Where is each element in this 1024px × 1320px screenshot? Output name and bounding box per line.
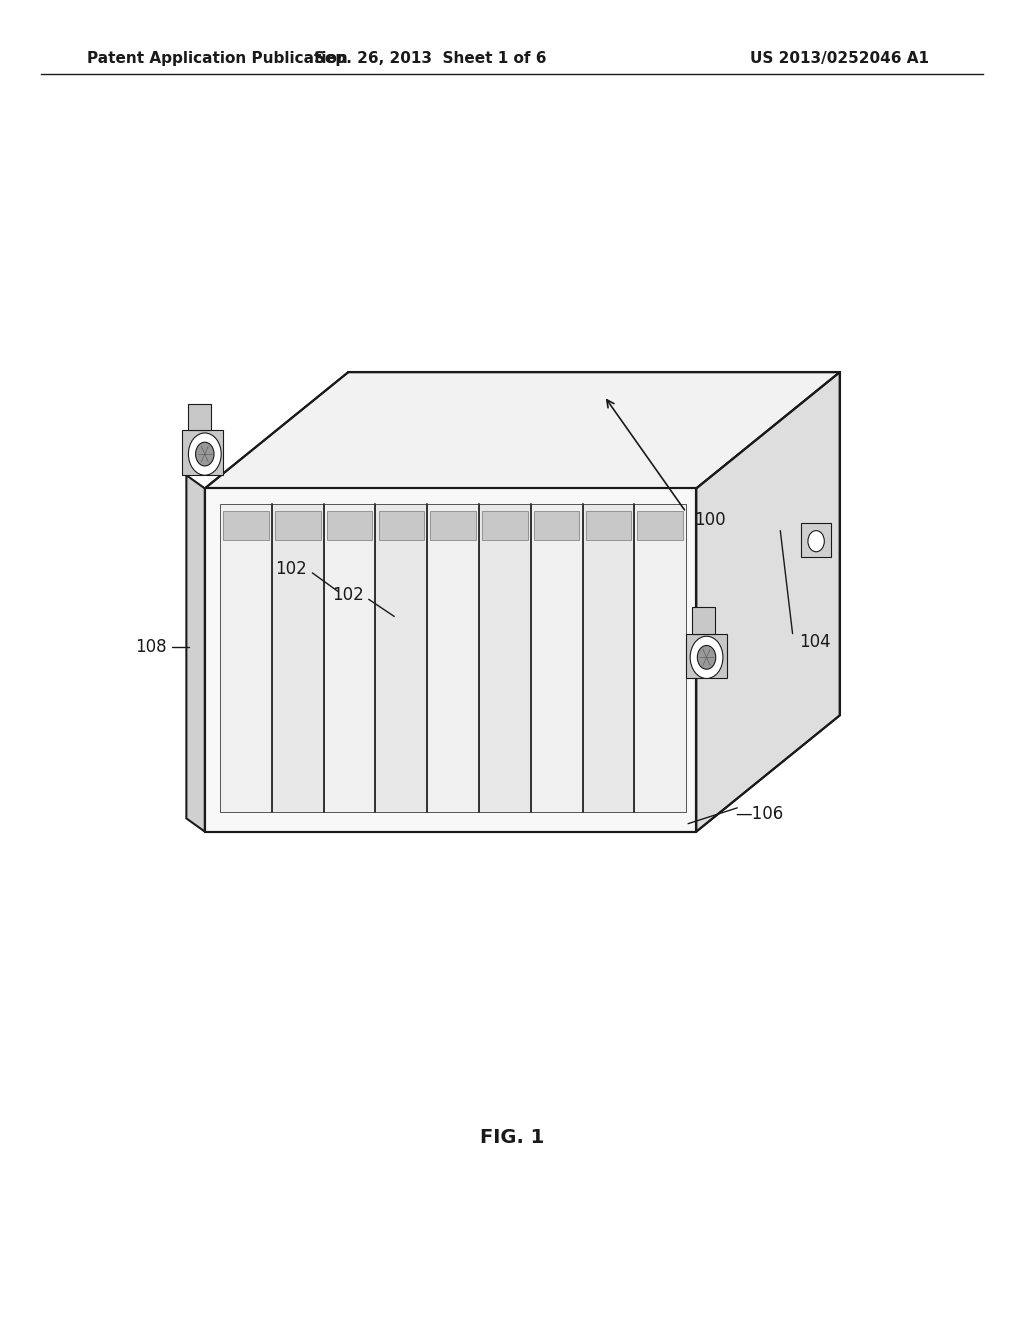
Text: Patent Application Publication: Patent Application Publication: [87, 50, 348, 66]
Polygon shape: [586, 511, 631, 540]
Polygon shape: [634, 504, 686, 812]
Text: 104: 104: [799, 632, 830, 651]
Polygon shape: [696, 372, 840, 832]
Text: 108: 108: [135, 638, 167, 656]
Polygon shape: [188, 404, 211, 430]
Polygon shape: [534, 511, 580, 540]
Text: 100: 100: [694, 511, 726, 529]
Polygon shape: [379, 511, 424, 540]
Text: 102: 102: [332, 586, 364, 605]
Polygon shape: [686, 634, 727, 678]
Circle shape: [808, 531, 824, 552]
Text: Sep. 26, 2013  Sheet 1 of 6: Sep. 26, 2013 Sheet 1 of 6: [313, 50, 547, 66]
Polygon shape: [801, 523, 831, 557]
Polygon shape: [205, 372, 840, 488]
Polygon shape: [692, 607, 715, 634]
Polygon shape: [376, 504, 427, 812]
Circle shape: [196, 442, 214, 466]
Text: 102: 102: [275, 560, 307, 578]
Circle shape: [188, 433, 221, 475]
Polygon shape: [223, 511, 269, 540]
Text: —106: —106: [735, 805, 783, 824]
Text: FIG. 1: FIG. 1: [480, 1129, 544, 1147]
Circle shape: [690, 636, 723, 678]
Polygon shape: [583, 504, 634, 812]
Polygon shape: [186, 475, 205, 832]
Polygon shape: [220, 504, 272, 812]
Polygon shape: [182, 430, 223, 475]
Polygon shape: [482, 511, 527, 540]
Polygon shape: [427, 504, 479, 812]
Polygon shape: [275, 511, 321, 540]
Polygon shape: [637, 511, 683, 540]
Polygon shape: [272, 504, 324, 812]
Polygon shape: [479, 504, 530, 812]
Polygon shape: [530, 504, 583, 812]
Polygon shape: [324, 504, 376, 812]
Circle shape: [697, 645, 716, 669]
Polygon shape: [205, 488, 696, 832]
Polygon shape: [430, 511, 476, 540]
Text: US 2013/0252046 A1: US 2013/0252046 A1: [751, 50, 929, 66]
Polygon shape: [327, 511, 373, 540]
